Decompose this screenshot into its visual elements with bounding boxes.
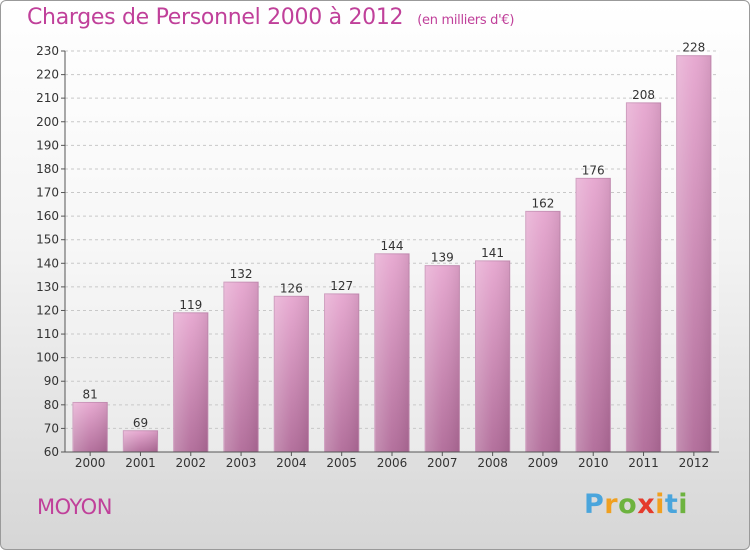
y-tick-label: 170 xyxy=(36,186,59,200)
y-tick-label: 80 xyxy=(44,398,59,412)
y-tick-label: 210 xyxy=(36,91,59,105)
bar-shine xyxy=(475,260,510,452)
chart-title: Charges de Personnel 2000 à 2012 (en mill… xyxy=(27,5,514,30)
x-tick-label: 2003 xyxy=(226,456,257,470)
bar-shine xyxy=(626,102,661,453)
y-tick-label: 200 xyxy=(36,115,59,129)
x-tick-label: 2009 xyxy=(528,456,559,470)
x-tick-label: 2000 xyxy=(75,456,106,470)
y-tick-label: 60 xyxy=(44,445,59,459)
x-tick-label: 2008 xyxy=(477,456,508,470)
data-label: 176 xyxy=(582,163,605,177)
bar-shine xyxy=(123,430,158,452)
chart-title-text: Charges de Personnel 2000 à 2012 xyxy=(27,5,404,30)
x-tick-label: 2005 xyxy=(326,456,357,470)
bar-shine xyxy=(374,253,410,452)
bar-shine xyxy=(173,312,208,452)
bar-shine xyxy=(576,178,611,452)
x-axis: 2000 2001 2002 2003 2004 2005 2006 2007 2008 2009… xyxy=(65,451,719,470)
bar-shine xyxy=(425,265,460,452)
y-tick-label: 110 xyxy=(36,327,59,341)
logo-letter: x xyxy=(637,489,656,520)
data-label: 127 xyxy=(330,279,353,293)
proxiti-logo[interactable]: Proxiti xyxy=(584,489,688,520)
data-label: 162 xyxy=(531,196,554,210)
y-tick-label: 180 xyxy=(36,162,59,176)
x-tick-label: 2012 xyxy=(679,456,710,470)
x-tick-label: 2010 xyxy=(578,456,609,470)
data-label: 139 xyxy=(431,251,454,265)
x-tick-label: 2002 xyxy=(175,456,206,470)
data-label: 132 xyxy=(230,267,253,281)
logo-letter: i xyxy=(655,489,665,520)
y-tick-label: 140 xyxy=(36,256,59,270)
logo-letter: t xyxy=(664,489,679,520)
bars: 81 69 119 132 126 127 144 139 141 162 176 208 228 xyxy=(72,41,712,453)
bar-shine xyxy=(324,293,359,452)
x-tick-label: 2007 xyxy=(427,456,458,470)
y-tick-label: 160 xyxy=(36,209,59,223)
data-label: 81 xyxy=(83,387,98,401)
logo-letter: P xyxy=(584,489,605,520)
data-label: 69 xyxy=(133,416,148,430)
y-tick-label: 120 xyxy=(36,303,59,317)
y-tick-label: 100 xyxy=(36,351,59,365)
x-tick-label: 2001 xyxy=(125,456,156,470)
data-label: 144 xyxy=(381,239,404,253)
commune-name: MOYON xyxy=(37,495,112,519)
data-label: 126 xyxy=(280,281,303,295)
logo-letter: o xyxy=(618,489,638,520)
x-tick-label: 2004 xyxy=(276,456,307,470)
data-label: 119 xyxy=(179,298,202,312)
bar-shine xyxy=(676,55,711,452)
bar-shine xyxy=(223,282,259,452)
y-tick-label: 230 xyxy=(36,44,59,58)
y-axis: 60 70 80 90 100 110 120 130 140 150 160 170 180 190 20… xyxy=(36,44,66,459)
y-tick-label: 220 xyxy=(36,68,59,82)
logo-letter: r xyxy=(604,489,619,520)
data-label: 208 xyxy=(632,88,655,102)
bar-shine xyxy=(274,296,309,452)
y-tick-label: 150 xyxy=(36,233,59,247)
chart-subtitle: (en milliers d'€) xyxy=(417,13,515,28)
x-tick-label: 2006 xyxy=(377,456,408,470)
data-label: 228 xyxy=(682,41,705,55)
data-label: 141 xyxy=(481,246,504,260)
x-tick-label: 2011 xyxy=(628,456,659,470)
y-tick-label: 130 xyxy=(36,280,59,294)
y-tick-label: 90 xyxy=(44,374,59,388)
bar-shine xyxy=(73,402,108,452)
logo-letter: i xyxy=(678,489,689,520)
y-tick-label: 70 xyxy=(44,421,59,435)
bar-shine xyxy=(525,211,561,452)
y-tick-label: 190 xyxy=(36,138,59,152)
